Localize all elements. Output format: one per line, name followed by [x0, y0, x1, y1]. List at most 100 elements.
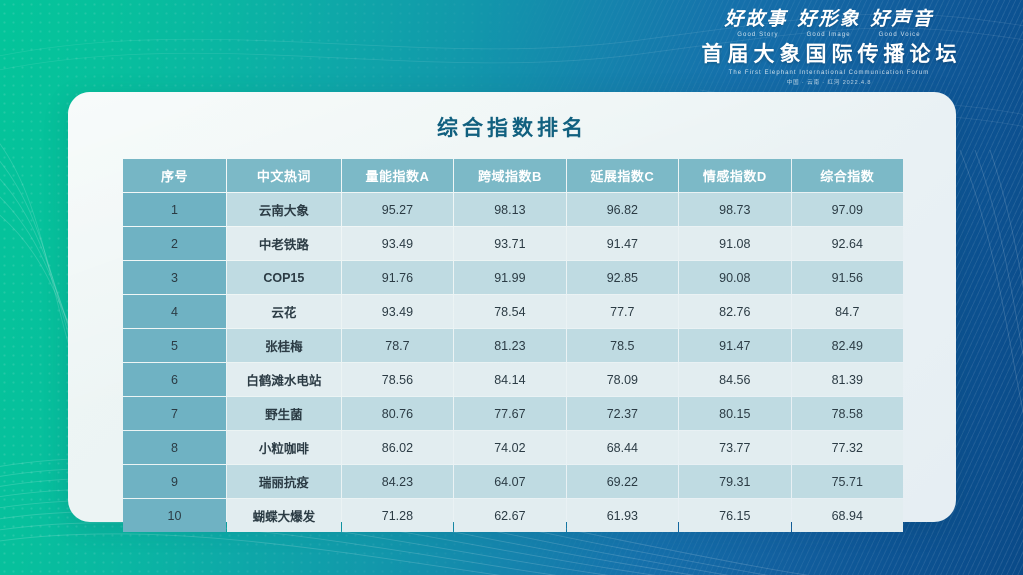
column-header-1: 中文热词 — [226, 159, 341, 192]
forum-meta: 中国 · 云南 · 红河 2022.4.8 — [786, 80, 872, 86]
slogan-cn-2: 好形象 — [797, 9, 861, 30]
event-logo: 好故事 好形象 好声音 Good Story Good Image Good Voice… — [679, 10, 979, 87]
table-row: 2 中老铁路 93.49 93.71 91.47 91.08 92.64 — [123, 227, 903, 260]
score-cell: 91.47 — [679, 329, 791, 362]
table-header: 序号 中文热词 量能指数A 跨域指数B 延展指数C 情感指数D 综合指数 — [123, 159, 903, 192]
row-index-cell: 1 — [123, 193, 226, 226]
ranking-table-container: 序号 中文热词 量能指数A 跨域指数B 延展指数C 情感指数D 综合指数 1 云南大象 95.2… — [122, 158, 904, 533]
score-cell: 78.7 — [341, 329, 454, 362]
score-cell: 81.23 — [454, 329, 566, 362]
table-row: 3 COP15 91.76 91.99 92.85 90.08 91.56 — [123, 261, 903, 294]
score-cell: 95.27 — [341, 193, 454, 226]
score-cell: 84.7 — [791, 295, 903, 328]
score-cell: 78.58 — [791, 397, 903, 430]
row-index-cell: 8 — [123, 431, 226, 464]
score-cell: 73.77 — [679, 431, 791, 464]
forum-title-cn: 首届大象国际传播论坛 — [701, 43, 962, 66]
table-row: 1 云南大象 95.27 98.13 96.82 98.73 97.09 — [123, 193, 903, 226]
score-cell: 77.67 — [454, 397, 566, 430]
score-cell: 78.56 — [341, 363, 454, 396]
slogan-en-3: Good Voice — [878, 32, 921, 38]
table-row: 7 野生菌 80.76 77.67 72.37 80.15 78.58 — [123, 397, 903, 430]
row-index-cell: 9 — [123, 465, 226, 498]
score-cell: 97.09 — [791, 193, 903, 226]
keyword-cell: 白鹤滩水电站 — [226, 363, 341, 396]
table-row: 6 白鹤滩水电站 78.56 84.14 78.09 84.56 81.39 — [123, 363, 903, 396]
score-cell: 84.56 — [679, 363, 791, 396]
ranking-table: 序号 中文热词 量能指数A 跨域指数B 延展指数C 情感指数D 综合指数 1 云南大象 95.2… — [122, 158, 904, 533]
row-index-cell: 10 — [123, 499, 226, 532]
keyword-cell: 中老铁路 — [226, 227, 341, 260]
forum-title-en: The First Elephant International Communi… — [728, 70, 930, 76]
event-slogan-en: Good Story Good Image Good Voice — [679, 32, 979, 38]
row-index-cell: 6 — [123, 363, 226, 396]
page-title: 综合指数排名 — [437, 117, 587, 140]
keyword-cell: 小粒咖啡 — [226, 431, 341, 464]
slogan-cn-1: 好故事 — [724, 9, 788, 30]
keyword-cell: 蝴蝶大爆发 — [226, 499, 341, 532]
score-cell: 72.37 — [566, 397, 679, 430]
row-index-cell: 2 — [123, 227, 226, 260]
score-cell: 91.56 — [791, 261, 903, 294]
slogan-en-1: Good Story — [737, 32, 779, 38]
score-cell: 78.54 — [454, 295, 566, 328]
score-cell: 80.76 — [341, 397, 454, 430]
table-row: 4 云花 93.49 78.54 77.7 82.76 84.7 — [123, 295, 903, 328]
score-cell: 98.73 — [679, 193, 791, 226]
keyword-cell: 瑞丽抗疫 — [226, 465, 341, 498]
score-cell: 84.14 — [454, 363, 566, 396]
score-cell: 86.02 — [341, 431, 454, 464]
column-header-5: 情感指数D — [679, 159, 791, 192]
score-cell: 92.64 — [791, 227, 903, 260]
column-header-4: 延展指数C — [566, 159, 679, 192]
score-cell: 90.08 — [679, 261, 791, 294]
score-cell: 78.5 — [566, 329, 679, 362]
score-cell: 75.71 — [791, 465, 903, 498]
keyword-cell: 野生菌 — [226, 397, 341, 430]
score-cell: 82.76 — [679, 295, 791, 328]
score-cell: 93.49 — [341, 295, 454, 328]
row-index-cell: 3 — [123, 261, 226, 294]
score-cell: 68.44 — [566, 431, 679, 464]
column-header-0: 序号 — [123, 159, 226, 192]
score-cell: 98.13 — [454, 193, 566, 226]
score-cell: 78.09 — [566, 363, 679, 396]
score-cell: 82.49 — [791, 329, 903, 362]
slogan-cn-3: 好声音 — [870, 9, 934, 30]
score-cell: 69.22 — [566, 465, 679, 498]
score-cell: 62.67 — [454, 499, 566, 532]
score-cell: 93.49 — [341, 227, 454, 260]
score-cell: 77.32 — [791, 431, 903, 464]
score-cell: 64.07 — [454, 465, 566, 498]
column-header-6: 综合指数 — [791, 159, 903, 192]
score-cell: 79.31 — [679, 465, 791, 498]
score-cell: 96.82 — [566, 193, 679, 226]
row-index-cell: 4 — [123, 295, 226, 328]
table-row: 10 蝴蝶大爆发 71.28 62.67 61.93 76.15 68.94 — [123, 499, 903, 532]
score-cell: 84.23 — [341, 465, 454, 498]
table-row: 5 张桂梅 78.7 81.23 78.5 91.47 82.49 — [123, 329, 903, 362]
score-cell: 61.93 — [566, 499, 679, 532]
score-cell: 93.71 — [454, 227, 566, 260]
score-cell: 76.15 — [679, 499, 791, 532]
event-slogan-cn: 好故事 好形象 好声音 — [679, 10, 979, 29]
score-cell: 71.28 — [341, 499, 454, 532]
score-cell: 91.76 — [341, 261, 454, 294]
score-cell: 91.47 — [566, 227, 679, 260]
column-header-3: 跨域指数B — [454, 159, 566, 192]
slogan-en-2: Good Image — [806, 32, 851, 38]
column-header-2: 量能指数A — [341, 159, 454, 192]
table-row: 8 小粒咖啡 86.02 74.02 68.44 73.77 77.32 — [123, 431, 903, 464]
table-row: 9 瑞丽抗疫 84.23 64.07 69.22 79.31 75.71 — [123, 465, 903, 498]
row-index-cell: 7 — [123, 397, 226, 430]
score-cell: 92.85 — [566, 261, 679, 294]
score-cell: 80.15 — [679, 397, 791, 430]
score-cell: 68.94 — [791, 499, 903, 532]
keyword-cell: 云花 — [226, 295, 341, 328]
table-header-row: 序号 中文热词 量能指数A 跨域指数B 延展指数C 情感指数D 综合指数 — [123, 159, 903, 192]
score-cell: 74.02 — [454, 431, 566, 464]
row-index-cell: 5 — [123, 329, 226, 362]
table-body: 1 云南大象 95.27 98.13 96.82 98.73 97.09 2 中老铁路 93.49… — [123, 193, 903, 532]
